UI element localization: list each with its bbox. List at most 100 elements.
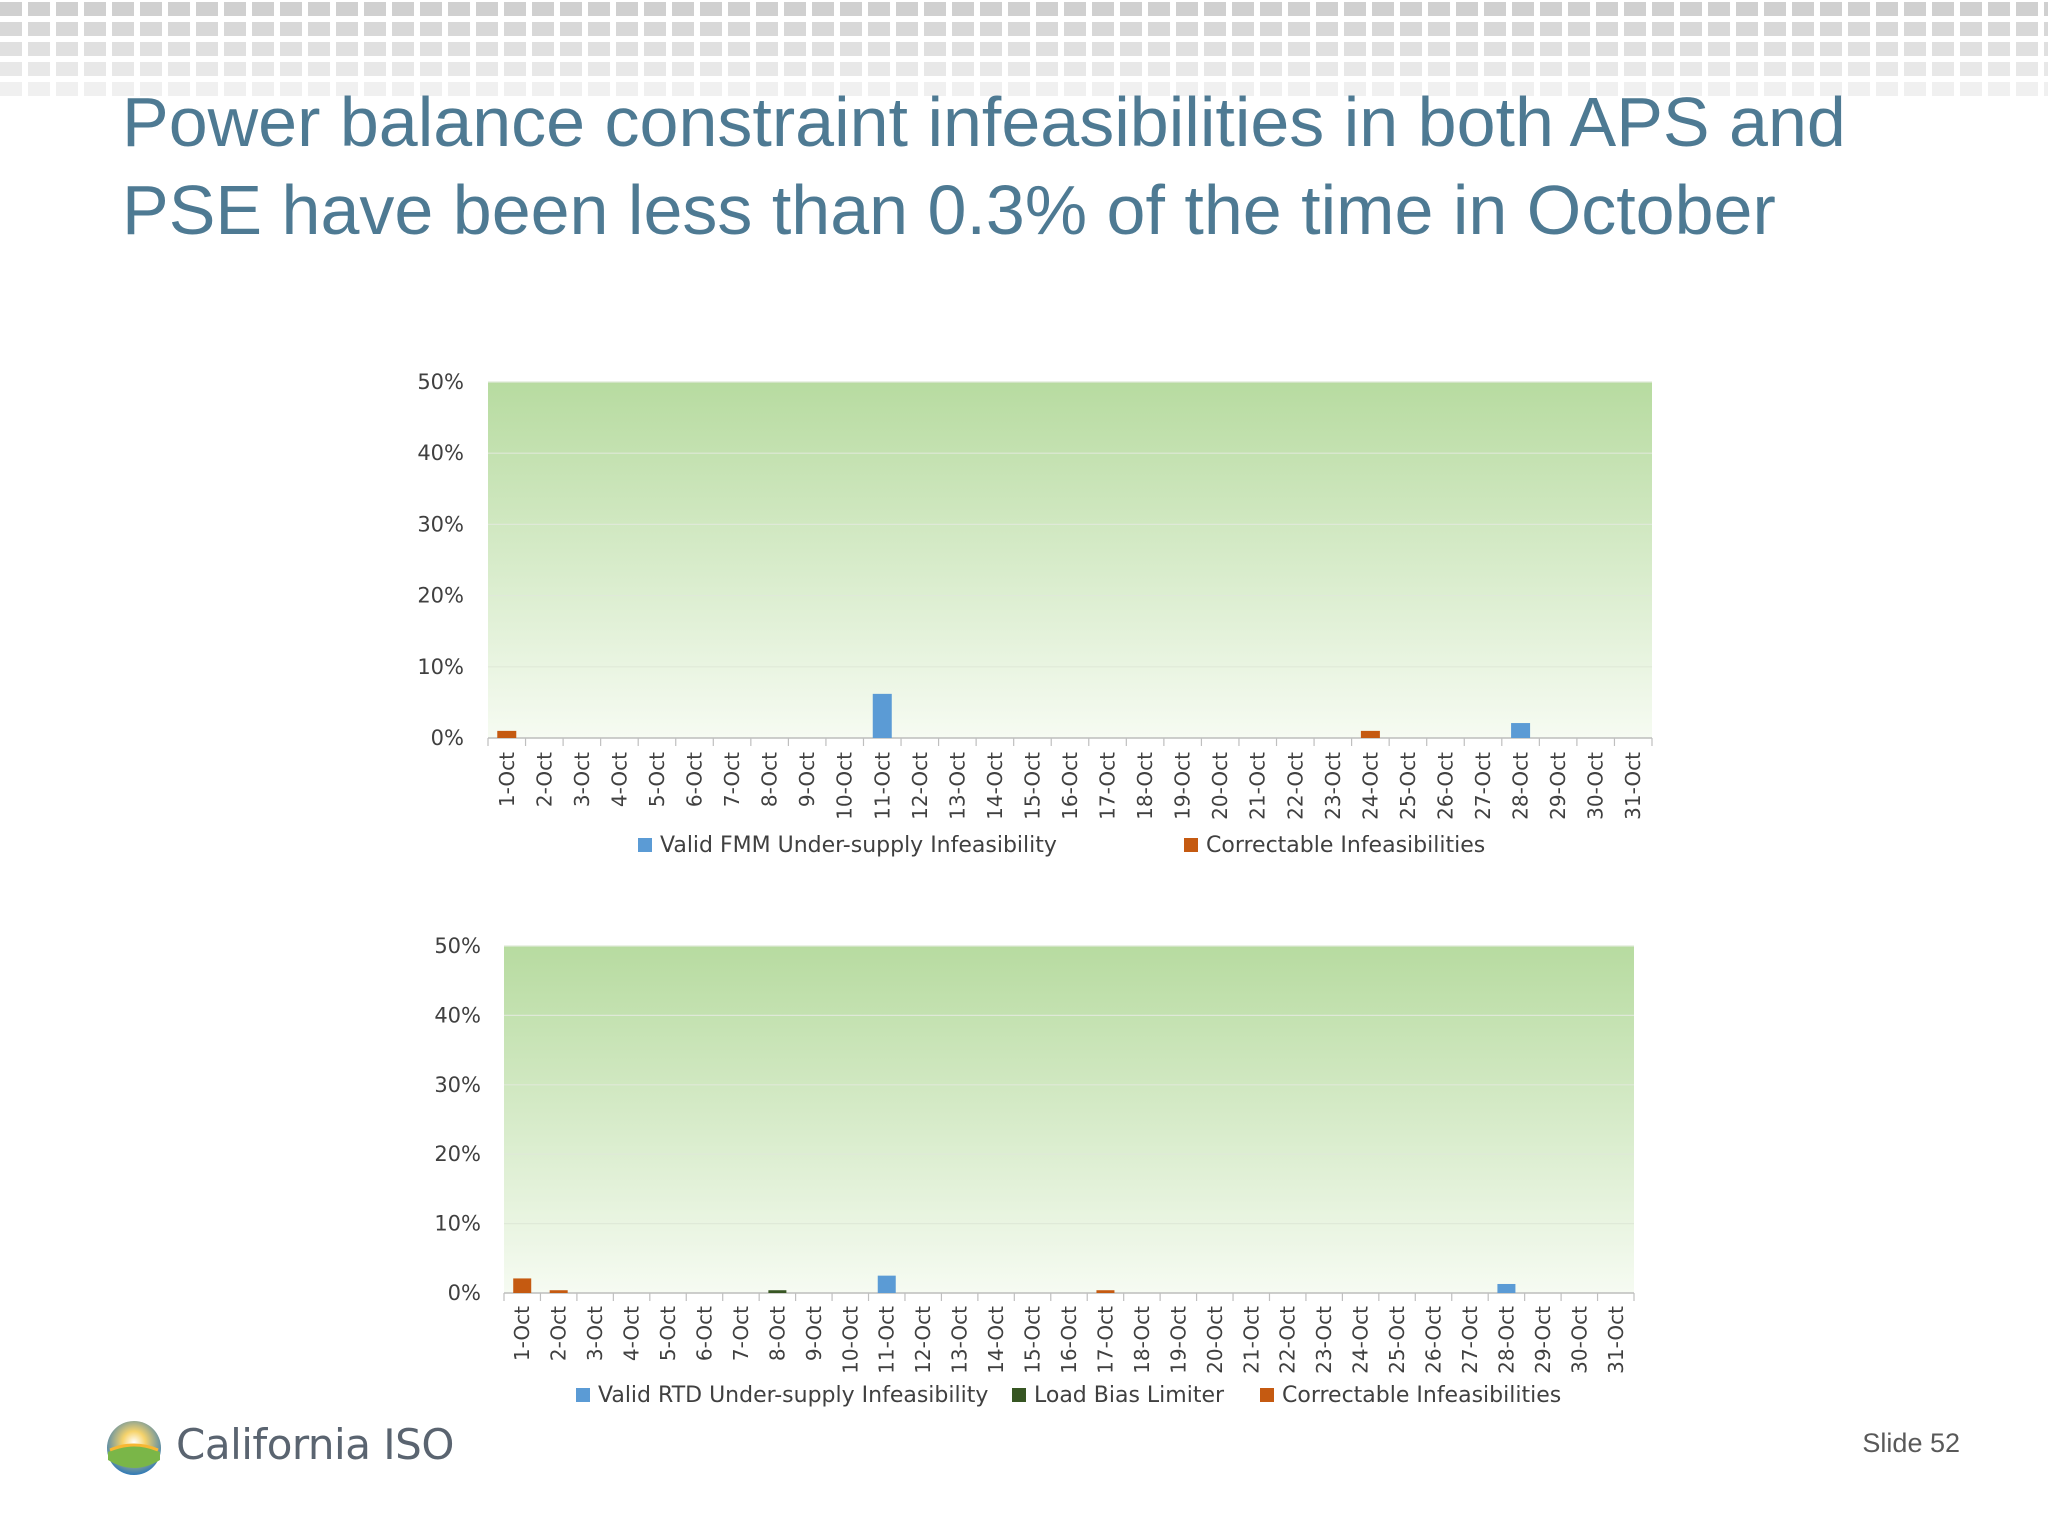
x-tick-label: 16-Oct: [1057, 1306, 1081, 1374]
x-tick-label: 21-Oct: [1239, 1306, 1263, 1374]
y-tick-label: 50%: [417, 370, 464, 394]
x-tick-label: 19-Oct: [1171, 752, 1195, 820]
bar: [768, 1290, 787, 1293]
x-tick-label: 25-Oct: [1396, 752, 1420, 820]
bar: [1511, 723, 1531, 738]
legend-swatch: [576, 1388, 590, 1402]
x-tick-label: 30-Oct: [1567, 1306, 1591, 1374]
y-tick-label: 10%: [417, 655, 464, 679]
x-tick-label: 12-Oct: [911, 1306, 935, 1374]
x-tick-label: 19-Oct: [1166, 1306, 1190, 1374]
x-tick-label: 5-Oct: [656, 1306, 680, 1361]
x-tick-label: 22-Oct: [1276, 1306, 1300, 1374]
x-tick-label: 31-Oct: [1621, 752, 1645, 820]
x-tick-label: 20-Oct: [1208, 752, 1232, 820]
x-tick-label: 22-Oct: [1283, 752, 1307, 820]
x-tick-label: 28-Oct: [1509, 752, 1533, 820]
x-tick-label: 16-Oct: [1058, 752, 1082, 820]
x-tick-label: 27-Oct: [1458, 1306, 1482, 1374]
x-tick-label: 27-Oct: [1471, 752, 1495, 820]
legend-label: Valid FMM Under-supply Infeasibility: [660, 833, 1057, 858]
x-tick-label: 11-Oct: [870, 752, 894, 820]
bar: [513, 1278, 532, 1293]
legend-swatch: [1184, 838, 1198, 852]
x-tick-label: 3-Oct: [570, 752, 594, 807]
y-tick-label: 50%: [434, 934, 481, 958]
y-tick-label: 30%: [417, 512, 464, 536]
x-tick-label: 2-Oct: [547, 1306, 571, 1361]
y-tick-label: 40%: [417, 441, 464, 465]
x-tick-label: 17-Oct: [1096, 752, 1120, 820]
x-tick-label: 15-Oct: [1021, 1306, 1045, 1374]
x-tick-label: 12-Oct: [908, 752, 932, 820]
x-tick-label: 23-Oct: [1312, 1306, 1336, 1374]
x-tick-label: 14-Oct: [983, 752, 1007, 820]
x-tick-label: 8-Oct: [765, 1306, 789, 1361]
bar: [1360, 730, 1380, 738]
x-tick-label: 13-Oct: [948, 1306, 972, 1374]
x-tick-label: 24-Oct: [1349, 1306, 1373, 1374]
x-tick-label: 31-Oct: [1604, 1306, 1628, 1374]
bar: [1096, 1290, 1115, 1293]
slide-number: Slide 52: [1862, 1428, 1960, 1458]
x-tick-label: 17-Oct: [1093, 1306, 1117, 1374]
legend-swatch: [1012, 1388, 1026, 1402]
x-tick-label: 21-Oct: [1246, 752, 1270, 820]
x-tick-label: 28-Oct: [1494, 1306, 1518, 1374]
x-tick-label: 25-Oct: [1385, 1306, 1409, 1374]
legend-label: Correctable Infeasibilities: [1282, 1383, 1561, 1408]
y-tick-label: 10%: [434, 1212, 481, 1236]
legend-label: Valid RTD Under-supply Infeasibility: [598, 1383, 988, 1408]
bar: [497, 730, 517, 738]
x-tick-label: 10-Oct: [838, 1306, 862, 1374]
x-tick-label: 8-Oct: [758, 752, 782, 807]
x-tick-label: 5-Oct: [645, 752, 669, 807]
x-tick-label: 6-Oct: [692, 1306, 716, 1361]
x-tick-label: 20-Oct: [1203, 1306, 1227, 1374]
plot-area: [488, 382, 1652, 738]
x-tick-label: 9-Oct: [795, 752, 819, 807]
bar: [1497, 1283, 1516, 1293]
x-tick-label: 18-Oct: [1133, 752, 1157, 820]
x-tick-label: 9-Oct: [802, 1306, 826, 1361]
plot-area: [504, 946, 1634, 1293]
y-tick-label: 20%: [434, 1142, 481, 1166]
x-tick-label: 14-Oct: [984, 1306, 1008, 1374]
x-tick-label: 3-Oct: [583, 1306, 607, 1361]
slide-title: Power balance constraint infeasibilities…: [122, 83, 1846, 249]
y-tick-label: 30%: [434, 1073, 481, 1097]
x-tick-label: 24-Oct: [1358, 752, 1382, 820]
x-tick-label: 26-Oct: [1422, 1306, 1446, 1374]
x-tick-label: 7-Oct: [720, 752, 744, 807]
x-tick-label: 1-Oct: [510, 1306, 534, 1361]
y-tick-label: 0%: [448, 1281, 481, 1305]
x-tick-label: 15-Oct: [1020, 752, 1044, 820]
y-tick-label: 0%: [431, 726, 464, 750]
x-tick-label: 30-Oct: [1584, 752, 1608, 820]
y-tick-label: 20%: [417, 584, 464, 608]
bar: [549, 1290, 568, 1293]
x-tick-label: 1-Oct: [495, 752, 519, 807]
header-grid-pattern: [0, 2, 2048, 160]
x-tick-label: 29-Oct: [1546, 752, 1570, 820]
x-tick-label: 2-Oct: [532, 752, 556, 807]
logo-text: California ISO: [176, 1420, 454, 1469]
x-tick-label: 4-Oct: [607, 752, 631, 807]
x-tick-label: 18-Oct: [1130, 1306, 1154, 1374]
x-tick-label: 10-Oct: [833, 752, 857, 820]
x-tick-label: 7-Oct: [729, 1306, 753, 1361]
bar: [872, 693, 892, 738]
x-tick-label: 26-Oct: [1433, 752, 1457, 820]
x-tick-label: 4-Oct: [620, 1306, 644, 1361]
legend-swatch: [638, 838, 652, 852]
x-tick-label: 29-Oct: [1531, 1306, 1555, 1374]
bar: [877, 1275, 896, 1293]
x-tick-label: 13-Oct: [945, 752, 969, 820]
x-tick-label: 23-Oct: [1321, 752, 1345, 820]
california-iso-logo: [107, 1421, 161, 1475]
x-tick-label: 6-Oct: [683, 752, 707, 807]
legend-label: Correctable Infeasibilities: [1206, 833, 1485, 858]
legend-swatch: [1260, 1388, 1274, 1402]
